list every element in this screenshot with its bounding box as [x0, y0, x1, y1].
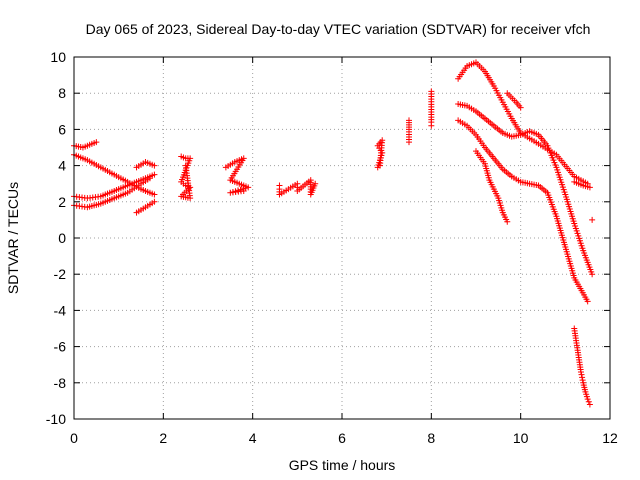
data-point [579, 374, 586, 381]
data-points [71, 59, 596, 408]
x-tick-label: 10 [513, 430, 529, 446]
series-arc-7 [178, 153, 194, 202]
data-point [245, 184, 252, 191]
y-tick-label: -6 [54, 339, 67, 355]
series-arc-16 [473, 148, 511, 225]
series-arc-18 [571, 325, 593, 408]
series-arc-10 [374, 137, 386, 171]
x-tick-label: 4 [249, 430, 257, 446]
data-point [517, 104, 524, 111]
x-tick-label: 0 [70, 430, 78, 446]
data-point [182, 162, 189, 169]
x-tick-label: 6 [338, 430, 346, 446]
data-point [578, 371, 585, 378]
data-point [589, 271, 596, 278]
x-tick-label: 12 [602, 430, 618, 446]
series-arc-20 [589, 216, 596, 223]
series-arc-11 [406, 117, 412, 146]
x-tick-label: 2 [159, 430, 167, 446]
y-tick-label: -2 [54, 266, 67, 282]
chart-title: Day 065 of 2023, Sidereal Day-to-day VTE… [86, 21, 591, 37]
x-axis-label: GPS time / hours [289, 457, 396, 473]
series-arc-13 [455, 59, 591, 187]
axis-ticks: 0 2 4 6 8 10 12 -10 -8 -6 -4 -2 0 2 4 6 8 10 [46, 49, 618, 446]
data-point [376, 162, 383, 169]
series-arc-17 [504, 90, 524, 111]
data-point [406, 139, 412, 146]
data-point [589, 216, 596, 223]
data-point [584, 396, 591, 403]
data-point [151, 191, 158, 198]
series-arc-9 [276, 177, 319, 198]
y-tick-label: 0 [58, 230, 66, 246]
data-point [579, 377, 586, 384]
data-point [151, 198, 158, 205]
grid [74, 57, 610, 419]
data-point [586, 184, 593, 191]
y-tick-label: -4 [54, 302, 67, 318]
y-tick-label: 10 [50, 49, 66, 65]
y-tick-label: 6 [58, 121, 66, 137]
data-point [151, 162, 158, 169]
data-point [146, 175, 153, 182]
series-arc-15 [455, 117, 591, 305]
y-axis-label: SDTVAR / TECUs [5, 182, 21, 294]
data-point [312, 180, 319, 187]
data-point [585, 398, 592, 405]
series-arc-12 [428, 88, 435, 129]
series-arc-14 [455, 101, 596, 278]
data-point [586, 401, 593, 408]
series-arc-5 [133, 158, 158, 171]
data-point [584, 298, 591, 305]
y-tick-label: 8 [58, 85, 66, 101]
x-tick-label: 8 [427, 430, 435, 446]
y-tick-label: -10 [46, 411, 66, 427]
y-tick-label: -8 [54, 375, 67, 391]
series-arc-4 [71, 139, 100, 151]
series-arc-19 [571, 178, 593, 191]
series-arc-3 [71, 175, 153, 211]
data-point [93, 139, 100, 146]
data-point [577, 368, 584, 375]
data-point [151, 171, 158, 178]
data-point [504, 218, 511, 225]
y-tick-label: 2 [58, 194, 66, 210]
data-point [428, 122, 435, 129]
series-arc-8 [222, 155, 252, 196]
series-arc-6 [133, 198, 158, 216]
plot-frame [73, 56, 611, 420]
data-point [240, 187, 247, 194]
y-tick-label: 4 [58, 158, 66, 174]
